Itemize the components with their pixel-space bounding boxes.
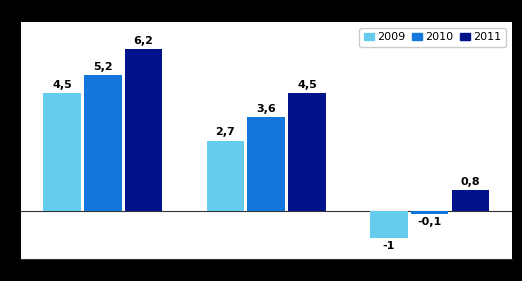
Text: 0,8: 0,8 [460,177,480,187]
Bar [411,211,448,214]
Bar [207,140,244,211]
Text: -0,1: -0,1 [418,217,442,227]
Text: 3,6: 3,6 [256,104,276,114]
Bar [247,117,285,211]
Text: 4,5: 4,5 [297,80,317,90]
Legend: 2009, 2010, 2011: 2009, 2010, 2011 [359,28,506,47]
Text: 2,7: 2,7 [216,127,235,137]
Bar [43,93,81,211]
Text: -1: -1 [383,241,395,251]
Bar [452,190,489,211]
Bar [84,75,122,211]
Text: 5,2: 5,2 [93,62,113,72]
Bar [125,49,162,211]
Bar [288,93,326,211]
Text: 4,5: 4,5 [52,80,72,90]
Bar [370,211,408,237]
Text: 6,2: 6,2 [134,36,153,46]
